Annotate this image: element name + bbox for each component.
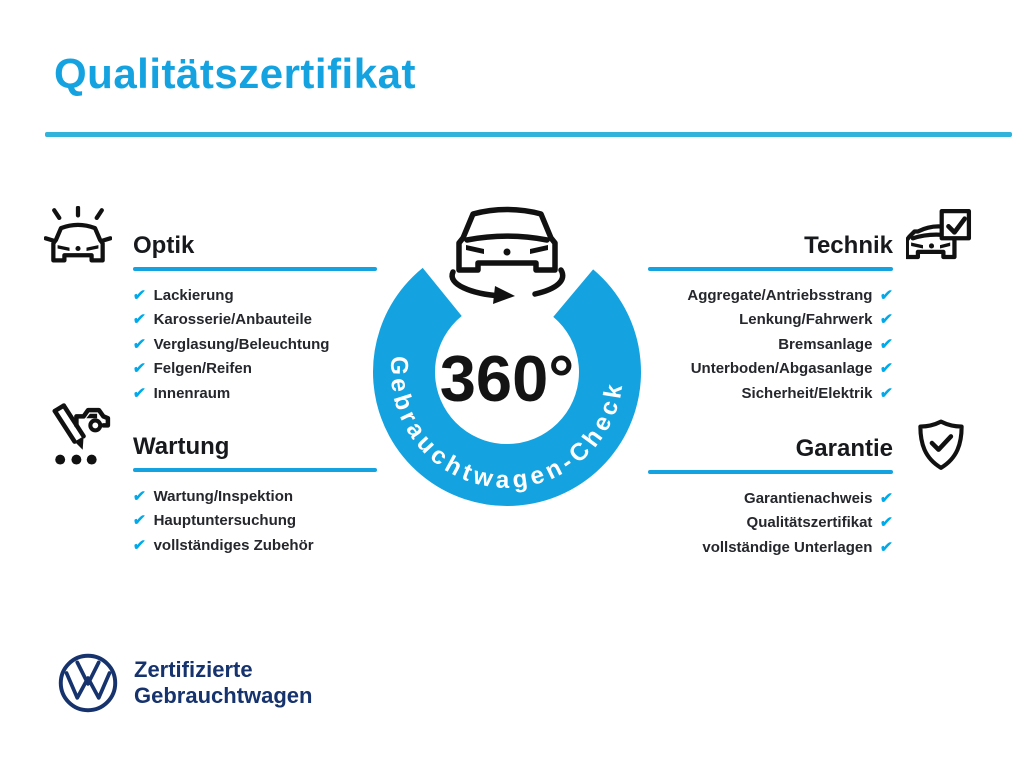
checklist-item: ✔ Bremsanlage (553, 332, 894, 357)
checklist-item: ✔ Aggregate/Antriebsstrang (553, 283, 894, 308)
section-garantie: Garantie ✔ Garantienachweis ✔ Qualitätsz… (553, 434, 894, 560)
checklist-item-label: Innenraum (153, 384, 231, 402)
checklist-item: ✔ Qualitätszertifikat (553, 511, 894, 536)
vw-logo-icon (55, 650, 121, 716)
checklist-item: ✔ Garantienachweis (553, 486, 894, 511)
section-underline (133, 267, 377, 271)
checklist-item: ✔ Hauptuntersuchung (132, 509, 473, 534)
checklist-item-label: Wartung/Inspektion (153, 487, 294, 505)
checklist-item-label: Qualitätszertifikat (746, 514, 873, 532)
checklist-item: ✔ vollständige Unterlagen (553, 535, 894, 560)
check-icon: ✔ (132, 335, 147, 353)
check-icon: ✔ (132, 487, 147, 505)
shield-check-icon (908, 414, 974, 482)
checklist-item: ✔ Verglasung/Beleuchtung (132, 332, 473, 357)
check-icon: ✔ (132, 286, 147, 304)
rotating-car-icon (449, 206, 566, 304)
checklist-item-label: Lenkung/Fahrwerk (739, 311, 873, 329)
page-title: Qualitätszertifikat (54, 50, 416, 97)
section-title-optik: Optik (133, 232, 195, 259)
check-icon: ✔ (879, 335, 894, 353)
checklist-item: ✔ Innenraum (132, 381, 473, 406)
brand-tagline-line1: Zertifizierte (134, 657, 253, 682)
section-title-technik: Technik (804, 232, 893, 259)
check-icon: ✔ (879, 286, 894, 304)
check-icon: ✔ (879, 360, 894, 378)
brand-tagline: Zertifizierte Gebrauchtwagen (134, 657, 312, 709)
checklist-item: ✔ Lackierung (132, 283, 473, 308)
check-icon: ✔ (879, 489, 894, 507)
checklist-garantie: ✔ Garantienachweis ✔ Qualitätszertifikat… (553, 486, 894, 560)
checklist-wartung: ✔ Wartung/Inspektion ✔ Hauptuntersuchung… (132, 484, 473, 558)
section-optik: Optik ✔ Lackierung ✔ Karosserie/Anbautei… (132, 231, 473, 406)
checklist-item-label: Karosserie/Anbauteile (153, 311, 312, 329)
checklist-item-label: Verglasung/Beleuchtung (153, 335, 330, 353)
brand-tagline-line2: Gebrauchtwagen (134, 683, 313, 708)
checklist-item: ✔ Sicherheit/Elektrik (553, 381, 894, 406)
checklist-item: ✔ Wartung/Inspektion (132, 484, 473, 509)
check-icon: ✔ (879, 538, 894, 556)
check-icon: ✔ (879, 311, 894, 329)
section-underline (648, 470, 893, 474)
checklist-technik: ✔ Aggregate/Antriebsstrang ✔ Lenkung/Fah… (553, 283, 894, 406)
checklist-item: ✔ Felgen/Reifen (132, 357, 473, 382)
checklist-item: ✔ Karosserie/Anbauteile (132, 308, 473, 333)
checklist-item-label: vollständige Unterlagen (702, 538, 873, 556)
checklist-item-label: Unterboden/Abgasanlage (690, 360, 873, 378)
checklist-item-label: Garantienachweis (744, 489, 873, 507)
check-icon: ✔ (132, 512, 147, 530)
section-title-wartung: Wartung (133, 433, 230, 460)
check-icon: ✔ (132, 311, 147, 329)
badge-center-text: 360° (440, 342, 574, 415)
check-icon: ✔ (879, 514, 894, 532)
title-divider (45, 132, 1012, 137)
section-underline (648, 267, 893, 271)
section-technik: Technik ✔ Aggregate/Antriebsstrang ✔ Len… (553, 231, 894, 406)
check-icon: ✔ (879, 384, 894, 402)
sparkling-car-icon (44, 206, 112, 274)
check-icon: ✔ (132, 384, 147, 402)
checklist-item-label: Felgen/Reifen (153, 360, 252, 378)
badge-360-check: Gebrauchtwagen-Check 360° (357, 190, 657, 520)
checklist-item: ✔ vollständiges Zubehör (132, 533, 473, 558)
checklist-item-label: Aggregate/Antriebsstrang (687, 286, 873, 304)
section-underline (133, 468, 377, 472)
check-icon: ✔ (132, 536, 147, 554)
checklist-item: ✔ Unterboden/Abgasanlage (553, 357, 894, 382)
check-icon: ✔ (132, 360, 147, 378)
checklist-item-label: vollständiges Zubehör (153, 536, 314, 554)
section-wartung: Wartung ✔ Wartung/Inspektion ✔ Hauptunte… (132, 432, 473, 558)
checklist-item-label: Sicherheit/Elektrik (741, 384, 873, 402)
checklist-item-label: Bremsanlage (778, 335, 873, 353)
checklist-item-label: Hauptuntersuchung (153, 512, 297, 530)
section-title-garantie: Garantie (795, 435, 893, 462)
checklist-item: ✔ Lenkung/Fahrwerk (553, 308, 894, 333)
checklist-optik: ✔ Lackierung ✔ Karosserie/Anbauteile ✔ V… (132, 283, 473, 406)
checklist-item-label: Lackierung (153, 286, 234, 304)
badge-ring (373, 238, 641, 506)
service-checklist-car-icon (44, 402, 116, 474)
car-checkbox-icon (906, 206, 974, 274)
